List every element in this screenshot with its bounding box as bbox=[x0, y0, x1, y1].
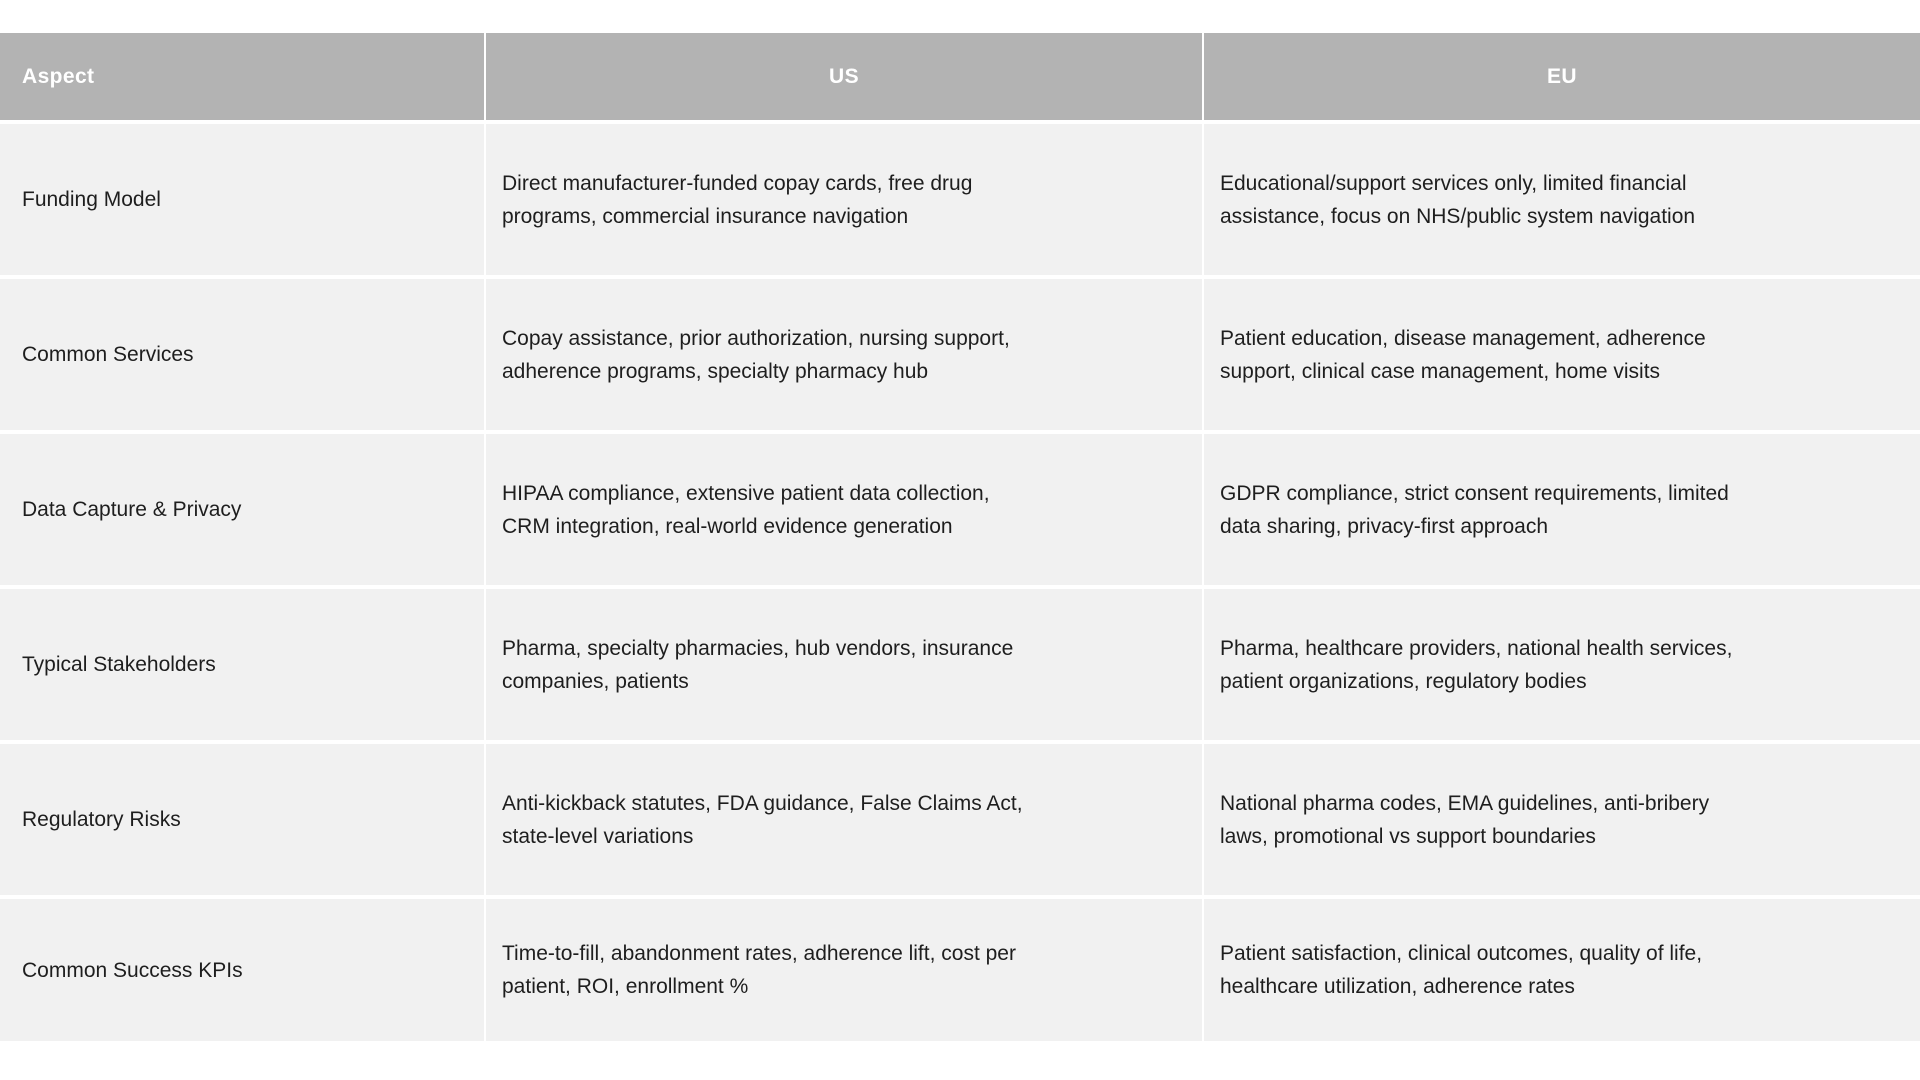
table-cell-aspect: Common Services bbox=[0, 279, 484, 430]
aspect-label: Common Success KPIs bbox=[22, 958, 243, 982]
eu-value-text: National pharma codes, EMA guidelines, a… bbox=[1220, 791, 1710, 848]
aspect-label: Typical Stakeholders bbox=[22, 653, 216, 676]
table-cell-us: Anti-kickback statutes, FDA guidance, Fa… bbox=[486, 744, 1202, 895]
table-cell-eu: GDPR compliance, strict consent requirem… bbox=[1204, 434, 1920, 585]
table-cell-eu: Pharma, healthcare providers, national h… bbox=[1204, 589, 1920, 740]
eu-value-text: GDPR compliance, strict consent requirem… bbox=[1220, 481, 1729, 538]
us-value-text: Time-to-fill, abandonment rates, adheren… bbox=[502, 942, 1016, 998]
aspect-label: Common Services bbox=[22, 343, 194, 366]
eu-value-text: Educational/support services only, limit… bbox=[1220, 171, 1696, 228]
us-value-text: Pharma, specialty pharmacies, hub vendor… bbox=[502, 636, 1014, 693]
us-eu-comparison-table: Aspect US EU Funding Model Direct manufa… bbox=[0, 33, 1920, 1041]
table-cell-eu: National pharma codes, EMA guidelines, a… bbox=[1204, 744, 1920, 895]
table-cell-us: Pharma, specialty pharmacies, hub vendor… bbox=[486, 589, 1202, 740]
table-cell-eu: Patient education, disease management, a… bbox=[1204, 279, 1920, 430]
us-value-text: HIPAA compliance, extensive patient data… bbox=[502, 481, 990, 538]
column-header-eu: EU bbox=[1204, 33, 1920, 120]
table-cell-aspect: Common Success KPIs bbox=[0, 899, 484, 1041]
table-cell-aspect: Data Capture & Privacy bbox=[0, 434, 484, 585]
table-cell-eu: Educational/support services only, limit… bbox=[1204, 124, 1920, 275]
column-header-eu-label: EU bbox=[1547, 64, 1577, 88]
eu-value-text: Patient education, disease management, a… bbox=[1220, 326, 1706, 383]
table-cell-us: Direct manufacturer-funded copay cards, … bbox=[486, 124, 1202, 275]
column-header-aspect-label: Aspect bbox=[22, 64, 95, 88]
table-cell-us: Time-to-fill, abandonment rates, adheren… bbox=[486, 899, 1202, 1041]
table-cell-aspect: Funding Model bbox=[0, 124, 484, 275]
aspect-label: Regulatory Risks bbox=[22, 808, 181, 831]
table-cell-us: HIPAA compliance, extensive patient data… bbox=[486, 434, 1202, 585]
column-header-us: US bbox=[486, 33, 1202, 120]
us-value-text: Direct manufacturer-funded copay cards, … bbox=[502, 171, 973, 228]
eu-value-text: Pharma, healthcare providers, national h… bbox=[1220, 636, 1733, 693]
table-cell-aspect: Regulatory Risks bbox=[0, 744, 484, 895]
us-value-text: Anti-kickback statutes, FDA guidance, Fa… bbox=[502, 791, 1023, 848]
table-cell-eu: Patient satisfaction, clinical outcomes,… bbox=[1204, 899, 1920, 1041]
column-header-us-label: US bbox=[829, 64, 859, 88]
table-cell-us: Copay assistance, prior authorization, n… bbox=[486, 279, 1202, 430]
aspect-label: Data Capture & Privacy bbox=[22, 498, 242, 521]
us-value-text: Copay assistance, prior authorization, n… bbox=[502, 326, 1010, 383]
eu-value-text: Patient satisfaction, clinical outcomes,… bbox=[1220, 942, 1703, 998]
table-cell-aspect: Typical Stakeholders bbox=[0, 589, 484, 740]
column-header-aspect: Aspect bbox=[0, 33, 484, 120]
aspect-label: Funding Model bbox=[22, 188, 161, 211]
